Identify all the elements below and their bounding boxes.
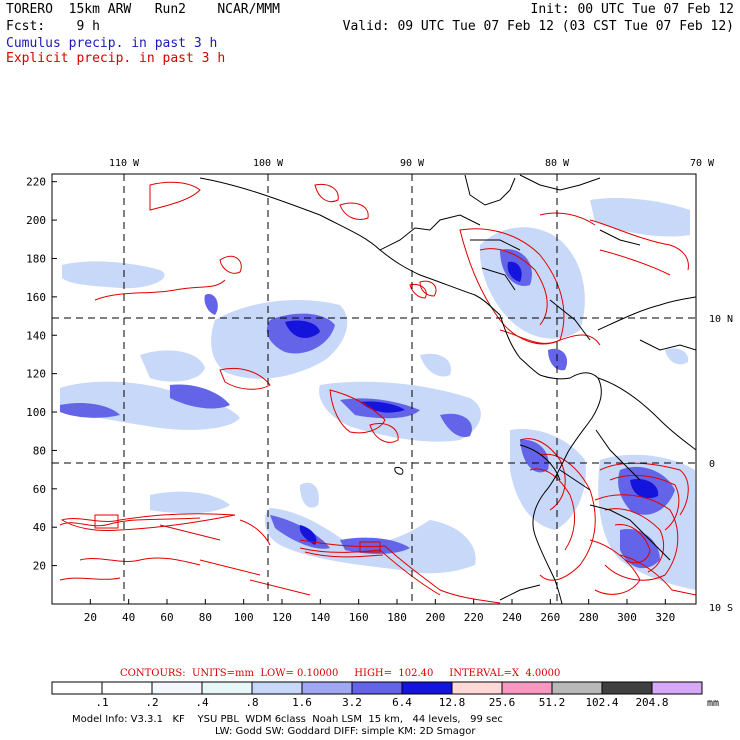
lon-label-80w: 80 W <box>545 158 570 169</box>
x-tick-label: 300 <box>617 611 637 624</box>
x-tick-label: 240 <box>502 611 522 624</box>
init-time: Init: 00 UTC Tue 07 Feb 12 <box>530 2 735 17</box>
model-info: Model Info: V3.3.1 KF YSU PBL WDM 6class… <box>72 714 503 725</box>
map-frame <box>51 173 697 605</box>
coastlines <box>199 174 696 604</box>
y-tick-label: 140 <box>26 329 46 342</box>
lon-label-100w: 100 W <box>253 158 284 169</box>
lon-label-90w: 90 W <box>400 158 425 169</box>
x-tick-label: 80 <box>199 611 212 624</box>
y-tick-label: 40 <box>33 521 46 534</box>
y-tick-label: 200 <box>26 214 46 227</box>
contour-info: CONTOURS: UNITS=mm LOW= 0.10000 HIGH= 10… <box>120 668 561 679</box>
lat-label-10n: 10 N <box>709 314 733 325</box>
y-tick-label: 20 <box>33 560 46 573</box>
valid-time: Valid: 09 UTC Tue 07 Feb 12 (03 CST Tue … <box>342 19 734 34</box>
run-title: TORERO 15km ARW Run2 NCAR/MMM <box>6 2 280 17</box>
y-tick-label: 160 <box>26 291 46 304</box>
x-tick-label: 140 <box>310 611 330 624</box>
heavy-precip-cores <box>285 261 659 545</box>
x-tick-label: 220 <box>464 611 484 624</box>
x-tick-label: 160 <box>349 611 369 624</box>
x-tick-label: 100 <box>234 611 254 624</box>
x-tick-label: 180 <box>387 611 407 624</box>
y-tick-label: 220 <box>26 176 46 189</box>
y-tick-label: 60 <box>33 483 46 496</box>
y-tick-label: 180 <box>26 252 46 265</box>
y-tick-label: 80 <box>33 444 46 457</box>
lon-label-70w: 70 W <box>690 158 715 169</box>
explicit-precip-contours <box>59 181 696 604</box>
x-tick-label: 320 <box>655 611 675 624</box>
x-tick-label: 260 <box>540 611 560 624</box>
x-tick-label: 20 <box>84 611 97 624</box>
cumulus-precip-label: Cumulus precip. in past 3 h <box>6 36 218 51</box>
x-tick-label: 60 <box>160 611 173 624</box>
y-tick-label: 120 <box>26 368 46 381</box>
x-tick-label: 280 <box>579 611 599 624</box>
lat-label-0: 0 <box>709 459 715 470</box>
lat-label-10s: 10 S <box>709 603 733 614</box>
x-tick-label: 40 <box>122 611 135 624</box>
explicit-precip-label: Explicit precip. in past 3 h <box>6 51 226 66</box>
x-tick-label: 120 <box>272 611 292 624</box>
lon-label-110w: 110 W <box>109 158 140 169</box>
forecast-hour: Fcst: 9 h <box>6 19 100 34</box>
x-tick-label: 200 <box>425 611 445 624</box>
axis-ticks <box>52 181 666 604</box>
physics-info: LW: Godd SW: Goddard DIFF: simple KM: 2D… <box>215 726 476 737</box>
y-tick-label: 100 <box>26 406 46 419</box>
